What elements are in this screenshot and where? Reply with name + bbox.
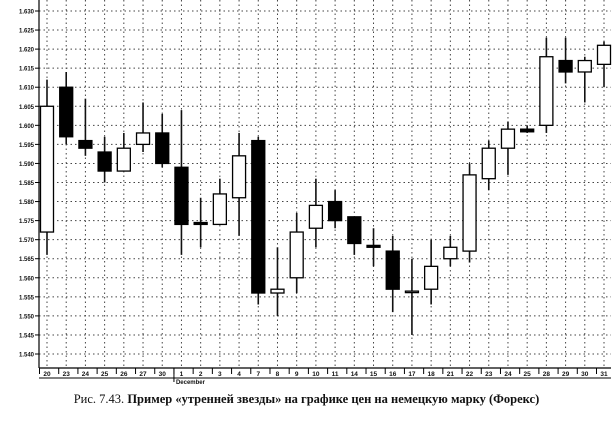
candle-body-up [500,128,516,149]
y-tick-label: 1.620 [19,48,35,54]
x-tick-label: 8 [276,371,280,378]
y-tick-label: 1.570 [19,238,35,244]
y-tick-label: 1.590 [19,162,35,168]
candle-body-up [596,44,612,66]
y-tick-label: 1.595 [19,143,35,149]
candle-body-down [366,244,381,248]
x-tick-label: 2 [199,371,203,378]
x-tick-label: 29 [562,371,570,378]
candle-body-down [251,139,266,294]
x-tick-label: 18 [428,371,436,378]
candle-body-up [116,147,131,172]
x-tick-label: 9 [295,371,299,378]
x-tick-label: 25 [101,371,109,378]
candle-body-down [155,132,170,165]
y-tick-label: 1.555 [19,295,35,301]
x-tick-label: 31 [600,371,608,378]
y-tick-label: 1.550 [19,314,35,320]
x-tick-label: 30 [159,371,167,378]
x-tick-label: 10 [312,371,320,378]
candle-body-up [539,56,554,126]
y-tick-label: 1.545 [19,333,35,339]
x-tick-label: 15 [370,371,378,378]
candle-body-up [404,290,420,294]
x-tick-label: 3 [218,371,222,378]
candle-body-up [212,193,228,226]
candle-body-up [577,59,592,73]
x-tick-label: 26 [120,371,128,378]
y-tick-label: 1.560 [19,276,35,282]
candle-body-up [423,265,439,290]
y-tick-label: 1.600 [19,124,35,130]
x-tick-label: 20 [43,371,51,378]
x-tick-label: 22 [466,371,474,378]
candle-body-down [327,200,343,222]
candle-body-down [78,139,93,149]
x-tick-label: 11 [332,371,339,378]
candle-body-up [231,155,247,199]
y-tick-label: 1.565 [19,257,35,263]
candle-body-down [385,250,400,290]
x-tick-label: 24 [504,371,512,378]
x-tick-label: 23 [63,371,71,378]
y-tick-label: 1.605 [19,105,35,111]
y-tick-label: 1.580 [19,200,35,206]
y-tick-label: 1.585 [19,181,35,187]
x-tick-label: 28 [543,371,551,378]
x-tick-label: 27 [139,371,147,378]
candle-body-down [97,151,112,172]
month-label: December [176,380,206,386]
y-tick-label: 1.575 [19,219,35,225]
figure-label: Рис. 7.43. [73,392,125,406]
candle-body-up [308,204,324,229]
figure-caption-text: Пример «утренней звезды» на графике цен … [127,392,540,406]
x-tick-label: 21 [447,371,455,378]
candle-body-down [174,166,189,226]
candle-body-down [558,59,573,73]
candle-body-up [443,246,458,260]
candle-body-up [462,174,477,252]
candle-body-up [135,132,151,146]
figure-caption: Рис. 7.43. Пример «утренней звезды» на г… [0,392,613,407]
candle-body-up [270,288,285,294]
y-tick-label: 1.610 [19,86,35,92]
y-tick-label: 1.630 [19,10,35,16]
x-tick-label: 7 [256,371,260,378]
y-tick-label: 1.540 [19,353,35,359]
x-tick-label: 24 [82,371,90,378]
candle-body-down [520,128,535,133]
candle-body-down [347,216,362,245]
x-tick-label: 30 [581,371,589,378]
candle-body-up [481,147,496,180]
x-tick-label: 23 [485,371,493,378]
candle-body-down [193,221,208,226]
x-tick-label: 17 [408,371,416,378]
x-tick-label: 16 [389,371,397,378]
candle-body-up [39,105,55,233]
candle-body-down [59,86,74,138]
x-tick-label: 4 [237,371,241,378]
x-tick-label: 14 [351,371,359,378]
x-tick-label: 25 [524,371,532,378]
y-tick-label: 1.625 [19,29,35,35]
y-tick-label: 1.615 [19,67,35,73]
x-tick-label: 1 [180,371,184,378]
candle-body-up [289,231,304,279]
